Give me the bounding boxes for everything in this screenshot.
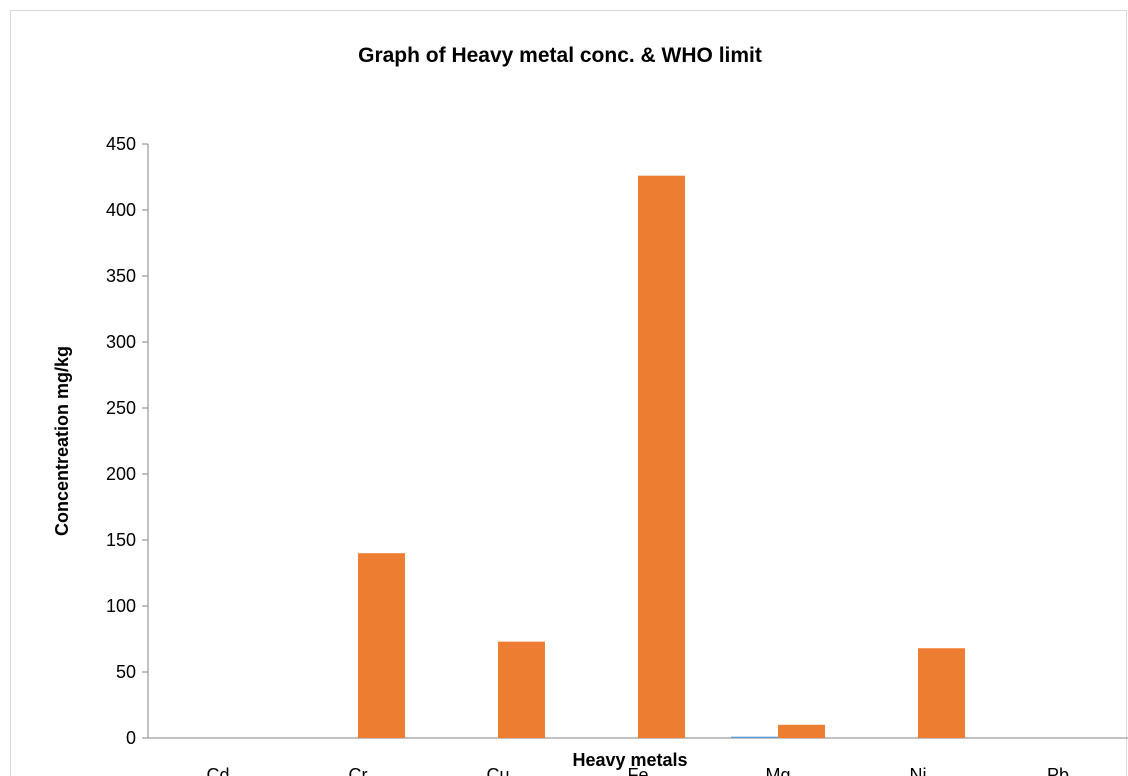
y-tick-label: 250 (106, 398, 136, 418)
y-tick-label: 150 (106, 530, 136, 550)
y-tick-label: 350 (106, 266, 136, 286)
bar (918, 648, 965, 738)
x-tick-label: Cd (206, 765, 229, 776)
y-tick-label: 100 (106, 596, 136, 616)
chart-title: Graph of Heavy metal conc. & WHO limit (358, 44, 762, 67)
x-tick-label: Cr (349, 765, 368, 776)
y-tick-label: 450 (106, 134, 136, 154)
bar (731, 736, 778, 738)
y-tick-label: 50 (116, 662, 136, 682)
bar (358, 553, 405, 738)
x-tick-label: Cu (486, 765, 509, 776)
x-axis-title: Heavy metals (572, 750, 687, 770)
x-tick-label: Pb (1047, 765, 1069, 776)
plot-area: 0 50 100 150 200 250 300 350 400 450 Cd Cr Cu Fe Mg Ni P… (106, 134, 1128, 776)
x-tick-label: Ni (910, 765, 927, 776)
bar (638, 175, 685, 738)
x-tick-label: Fe (627, 765, 648, 776)
bar (498, 641, 545, 738)
y-tick-label: 200 (106, 464, 136, 484)
y-axis-title: Concentreation mg/kg (52, 346, 72, 536)
bar (778, 724, 825, 738)
y-tick-label: 0 (126, 728, 136, 748)
chart-frame (10, 10, 1127, 776)
x-tick-label: Mg (765, 765, 790, 776)
y-tick-label: 400 (106, 200, 136, 220)
y-tick-label: 300 (106, 332, 136, 352)
